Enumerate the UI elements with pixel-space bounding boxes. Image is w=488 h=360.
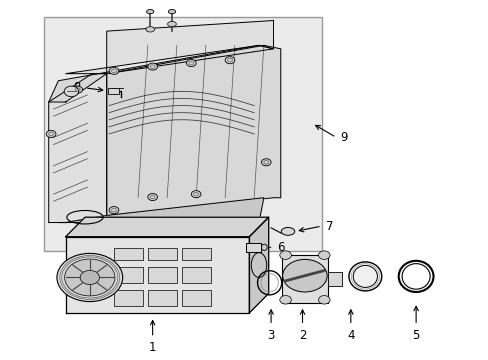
Bar (181, 248, 210, 260)
Circle shape (64, 86, 79, 97)
Circle shape (57, 253, 122, 302)
Text: 1: 1 (148, 341, 156, 354)
Ellipse shape (168, 9, 175, 14)
Text: 3: 3 (267, 329, 274, 342)
Polygon shape (49, 45, 273, 102)
Circle shape (73, 86, 82, 93)
Bar (108, 88, 119, 94)
Bar (147, 267, 177, 283)
Ellipse shape (281, 228, 294, 235)
Bar (281, 255, 327, 303)
Circle shape (46, 130, 56, 138)
Bar (114, 290, 142, 306)
Bar (181, 290, 210, 306)
Polygon shape (65, 237, 249, 313)
Polygon shape (106, 45, 280, 215)
Polygon shape (49, 74, 106, 222)
Ellipse shape (261, 244, 266, 251)
Text: 4: 4 (346, 329, 354, 342)
Ellipse shape (401, 264, 429, 289)
Circle shape (279, 251, 291, 260)
Text: 5: 5 (411, 329, 419, 342)
Circle shape (318, 296, 329, 304)
Text: 6: 6 (277, 241, 285, 254)
Ellipse shape (348, 262, 381, 291)
Circle shape (279, 296, 291, 304)
Polygon shape (58, 198, 264, 222)
Ellipse shape (145, 27, 154, 32)
Circle shape (109, 67, 119, 75)
Bar (44, 17, 321, 251)
Bar (181, 267, 210, 283)
Polygon shape (65, 21, 273, 74)
Polygon shape (249, 217, 268, 313)
Circle shape (109, 207, 119, 214)
Bar (147, 248, 177, 260)
Circle shape (80, 270, 99, 284)
Text: 2: 2 (298, 329, 305, 342)
Circle shape (186, 59, 196, 67)
Circle shape (147, 193, 157, 201)
Ellipse shape (146, 9, 154, 14)
Bar (114, 248, 142, 260)
Bar (245, 243, 261, 252)
Circle shape (261, 159, 270, 166)
Text: 8: 8 (74, 81, 81, 94)
Circle shape (282, 260, 326, 292)
Bar (147, 290, 177, 306)
Circle shape (224, 57, 234, 64)
Text: 9: 9 (340, 131, 347, 144)
Bar (114, 267, 142, 283)
Bar (327, 272, 341, 286)
Ellipse shape (398, 261, 433, 292)
Text: 7: 7 (325, 220, 332, 233)
Ellipse shape (167, 21, 176, 27)
Circle shape (64, 259, 115, 296)
Circle shape (147, 63, 157, 70)
Circle shape (191, 191, 201, 198)
Circle shape (318, 251, 329, 260)
Polygon shape (65, 217, 268, 237)
